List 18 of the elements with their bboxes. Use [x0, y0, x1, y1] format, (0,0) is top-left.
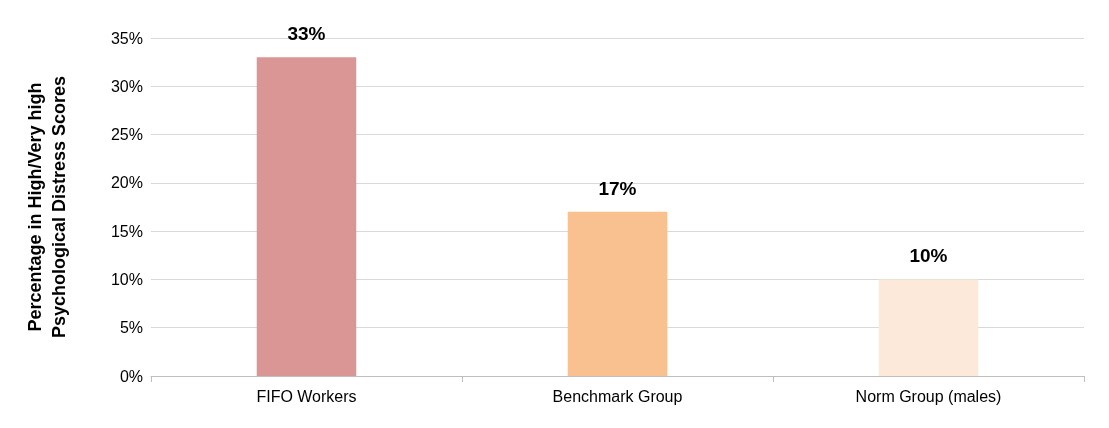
bar — [878, 279, 979, 376]
y-axis-title: Percentage in High/Very high Psychological Distress Scores — [25, 75, 69, 339]
y-tick-label: 35% — [110, 29, 143, 47]
data-label: 33% — [287, 23, 326, 45]
bar — [256, 57, 357, 376]
y-tick-label: 15% — [110, 222, 143, 240]
y-tick-label: 10% — [110, 270, 143, 288]
y-tick-label: 30% — [110, 77, 143, 95]
x-tick-label: FIFO Workers — [256, 387, 357, 405]
data-label: 17% — [598, 177, 637, 199]
x-tick-label: Benchmark Group — [552, 387, 683, 405]
y-tick-label: 25% — [110, 126, 143, 144]
bar — [567, 211, 668, 376]
data-label: 10% — [909, 245, 948, 267]
y-tick-label: 20% — [110, 174, 143, 192]
x-tick-label: Norm Group (males) — [855, 387, 1002, 405]
y-tick-label: 0% — [119, 367, 143, 385]
y-tick-label: 5% — [119, 319, 143, 337]
